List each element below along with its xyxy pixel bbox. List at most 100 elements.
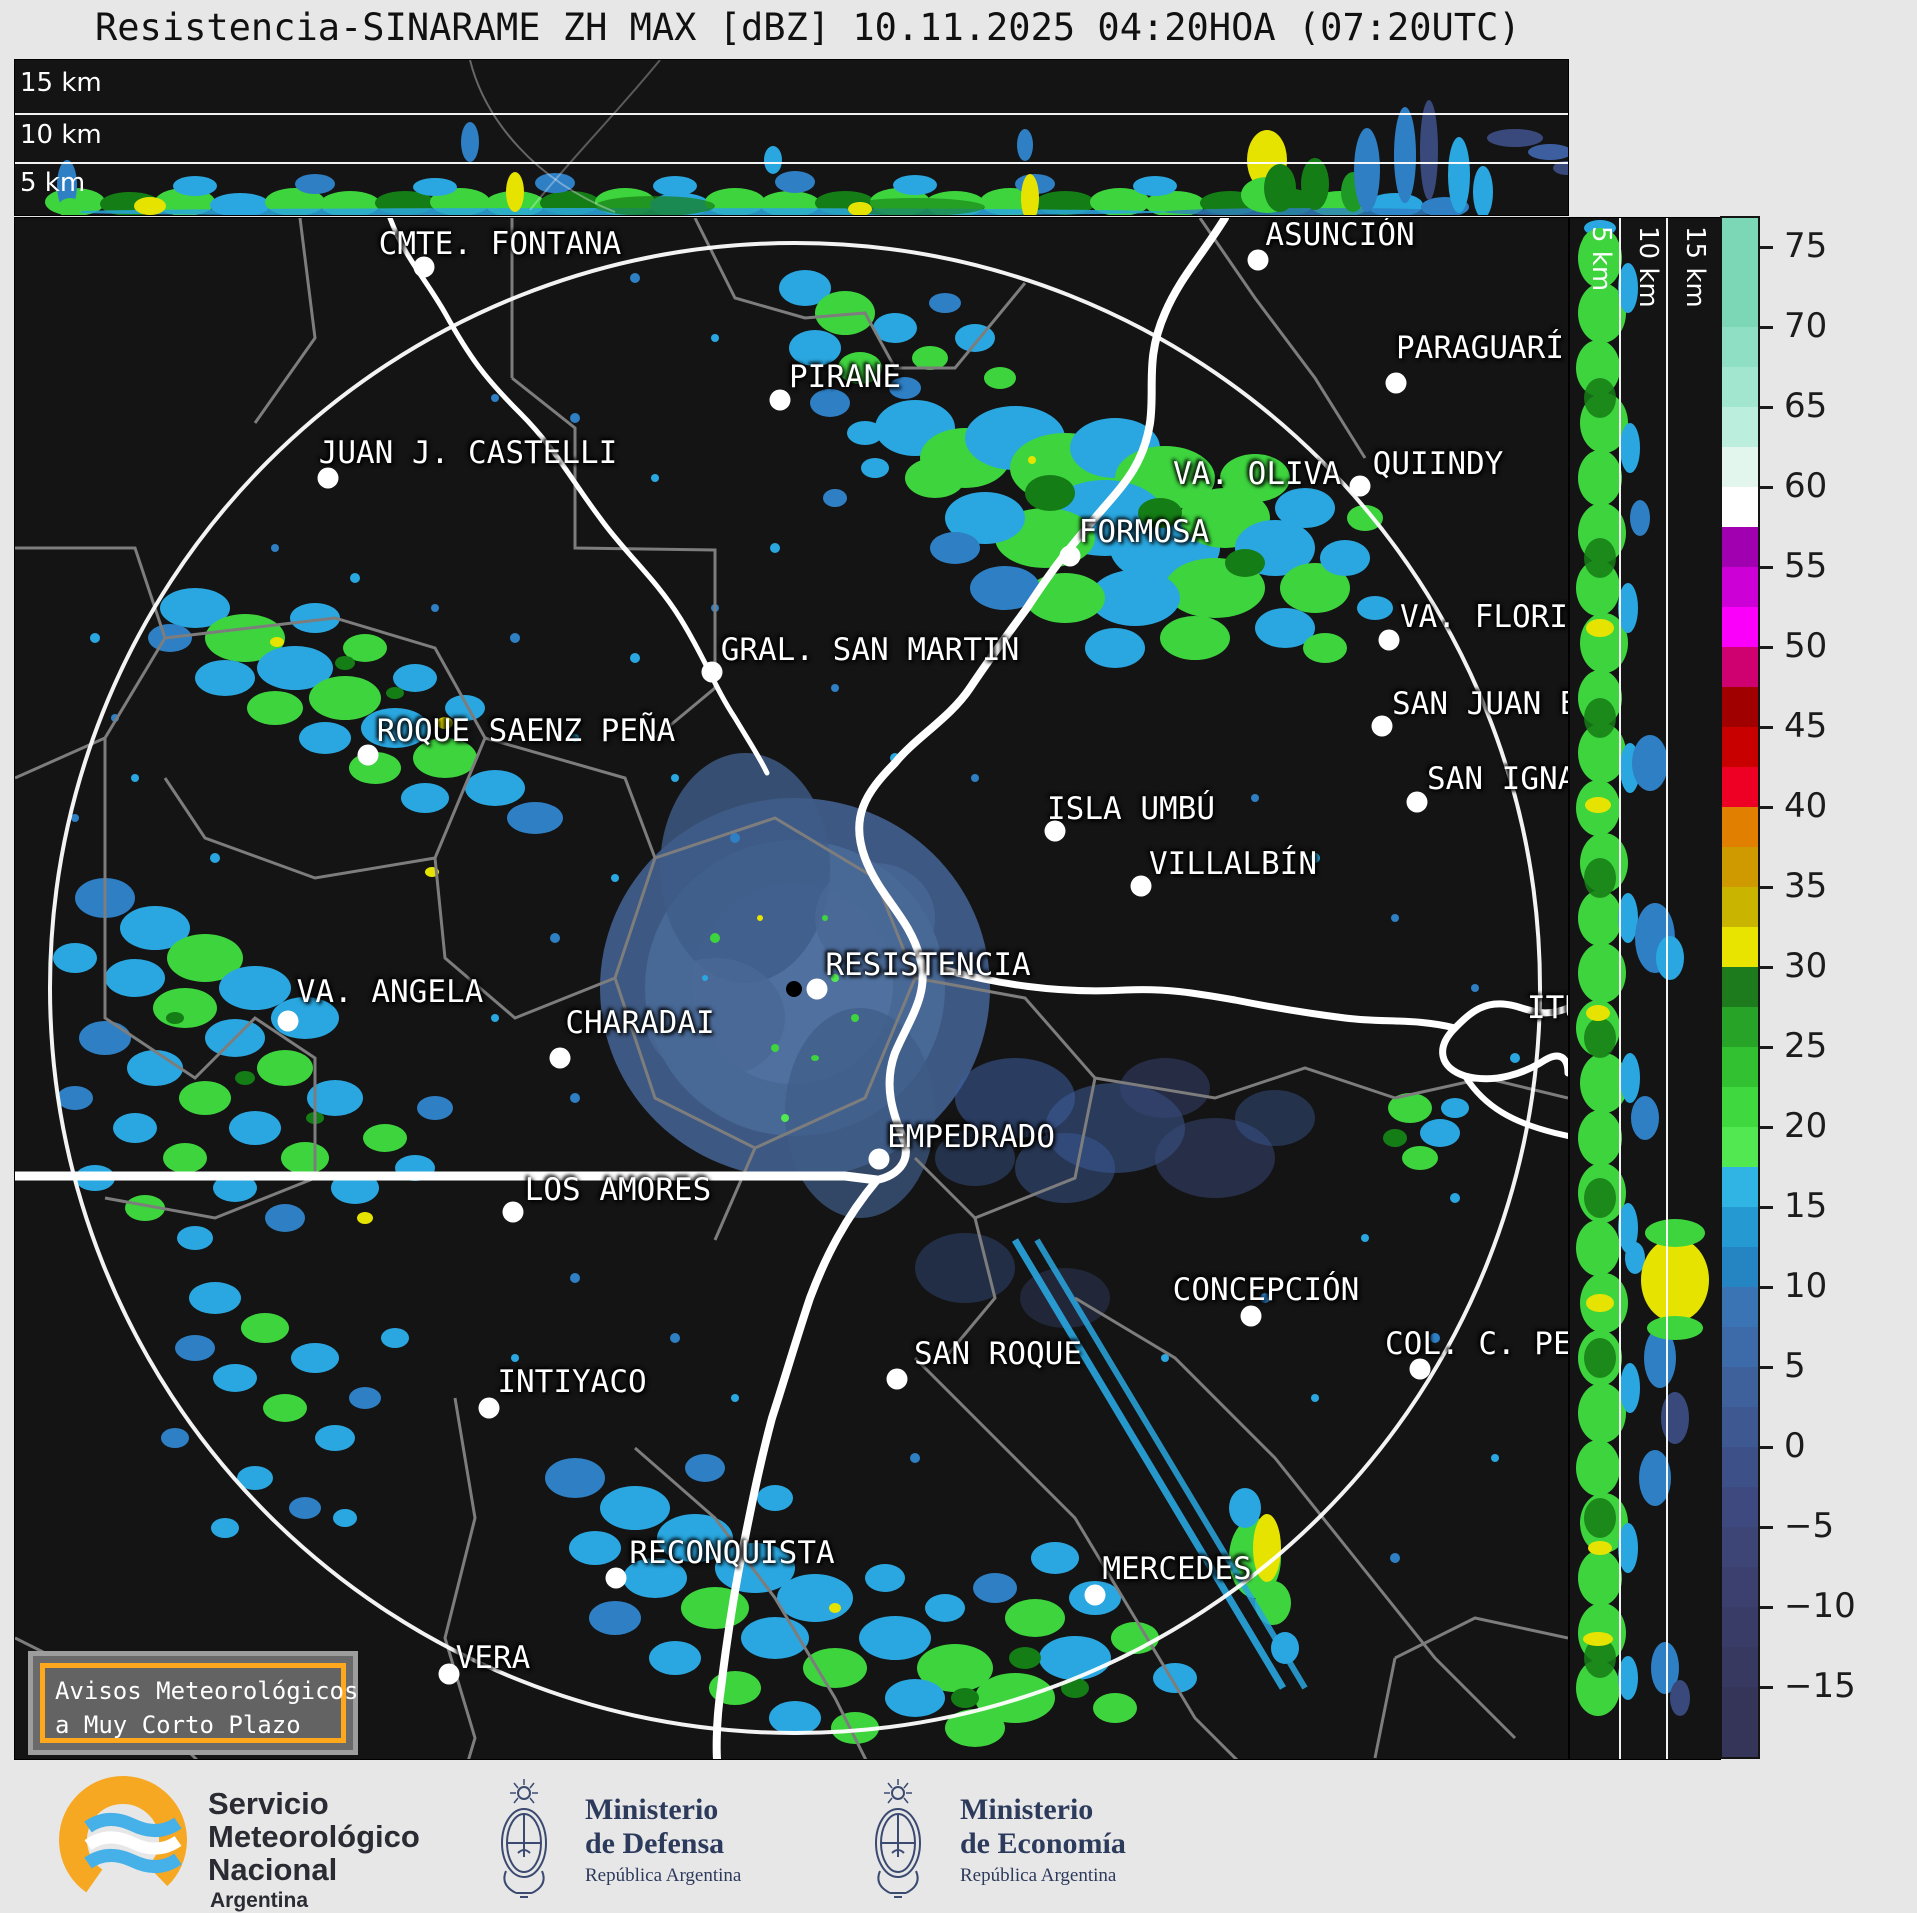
colorbar-tick-label: 70 [1784, 306, 1828, 346]
colorbar-segment [1722, 687, 1758, 727]
radar-echo [1553, 161, 1568, 175]
radar-echo [595, 196, 715, 215]
colorbar-segment [1722, 1647, 1758, 1687]
radar-echo [57, 1086, 93, 1110]
radar-echo [823, 489, 847, 507]
radar-range-ring [48, 241, 1542, 1735]
city-dot [357, 744, 379, 766]
radar-echo [1155, 1118, 1275, 1198]
colorbar-tick-mark [1760, 1686, 1773, 1689]
radar-echo [1586, 619, 1614, 637]
radar-echo [651, 474, 659, 482]
radar-echo [912, 346, 948, 370]
city-label: VERA [455, 1640, 531, 1677]
colorbar-tick-mark [1760, 1606, 1773, 1609]
radar-echo [134, 197, 166, 215]
radar-echo [1620, 1363, 1640, 1413]
radar-echo [1005, 1599, 1065, 1637]
radar-echo [764, 146, 782, 174]
radar-echo [1255, 608, 1315, 648]
colorbar-tick-label: 45 [1784, 706, 1828, 746]
radar-echo [630, 653, 640, 663]
radar-echo [571, 734, 579, 742]
radar-echo [1035, 191, 1095, 215]
colorbar-ticks: 75 70 65 60 55 50 45 40 35 30 25 20 15 10 5 0 −5 −10 −15 [1722, 218, 1917, 1757]
radar-echo [125, 1195, 165, 1221]
radar-echo [815, 863, 935, 973]
colorbar-tick-label: 35 [1784, 866, 1828, 906]
city-label: ROQUE SAENZ PEÑA [376, 713, 676, 750]
radar-echo [917, 1644, 993, 1692]
colorbar-tick-mark [1760, 966, 1773, 969]
radar-echo [1618, 893, 1638, 943]
smn-country: Argentina [210, 1889, 309, 1912]
radar-echo [363, 1124, 407, 1152]
radar-echo [1670, 1680, 1690, 1716]
radar-echo [1017, 129, 1033, 161]
colorbar-tick-label: 20 [1784, 1106, 1828, 1146]
radar-echo [873, 313, 917, 343]
colorbar-tick-label: 25 [1784, 1026, 1828, 1066]
height-line-10km-vert [1666, 218, 1668, 1759]
top-cross-section-echoes [45, 60, 1568, 215]
colorbar-segment [1722, 1167, 1758, 1207]
colorbar-tick-label: −15 [1784, 1666, 1856, 1706]
radar-echo [731, 1394, 739, 1402]
warning-box[interactable]: Avisos Meteorológicos a Muy Corto Plazo [28, 1651, 358, 1755]
radar-echo [265, 188, 325, 215]
colorbar-tick-label: 30 [1784, 946, 1828, 986]
city-label: VA. ANGELA [296, 974, 484, 1011]
radar-echo [271, 544, 279, 552]
radar-echo [79, 1021, 131, 1055]
radar-echo [211, 1518, 239, 1538]
radar-echo [1090, 570, 1180, 626]
radar-echo [702, 975, 708, 981]
radar-echo [413, 738, 477, 778]
colorbar-segment [1722, 1087, 1758, 1127]
footer-logos: Servicio Meteorológico Nacional Argentin… [0, 1763, 1917, 1912]
radar-echo [163, 1143, 207, 1173]
city-label: PIRANE [789, 359, 901, 396]
colorbar-segment [1722, 647, 1758, 687]
colorbar-segment [1722, 1687, 1758, 1727]
radar-echo [291, 1343, 339, 1373]
colorbar-segment [1722, 447, 1758, 487]
radar-echo [213, 1364, 257, 1392]
economia-wordmark: Ministerio de Economía República Argenti… [960, 1793, 1126, 1886]
radar-echo [1090, 188, 1150, 215]
radar-echo [71, 814, 79, 822]
city-label: JUAN J. CASTELLI [318, 435, 618, 472]
radar-echo [1145, 191, 1205, 215]
colorbar-segment [1722, 1607, 1758, 1647]
radar-echo [1585, 797, 1611, 813]
height-label-10km: 10 km [20, 120, 102, 150]
radar-echo [600, 1486, 670, 1530]
radar-echo [589, 1601, 641, 1635]
radar-echo [1229, 1488, 1261, 1528]
radar-echo [770, 543, 780, 553]
colorbar-segment [1722, 1407, 1758, 1447]
city-dot [1044, 820, 1066, 842]
colorbar-segment [1722, 367, 1758, 407]
radar-echo [491, 394, 499, 402]
radar-echo [431, 604, 439, 612]
colorbar-segment [1722, 1367, 1758, 1407]
radar-echo [1347, 505, 1383, 531]
radar-echo [349, 1387, 381, 1409]
colorbar-tick-mark [1760, 486, 1773, 489]
height-line-5km [15, 162, 1568, 164]
radar-echo [1584, 698, 1616, 738]
city-label: VA. FLORID [1400, 599, 1568, 636]
radar-echo [1584, 1638, 1616, 1678]
radar-echo [263, 1394, 307, 1422]
radar-echo [815, 291, 875, 335]
city-dot [502, 1201, 524, 1223]
colorbar-tick-label: 60 [1784, 466, 1828, 506]
radar-echo [1586, 1005, 1610, 1021]
radar-echo [847, 421, 883, 445]
interference-streak [1011, 1238, 1287, 1690]
radar-echo [417, 1096, 453, 1120]
radar-echo [1625, 1242, 1645, 1274]
colorbar-tick-mark [1760, 1046, 1773, 1049]
radar-echo [1448, 137, 1470, 213]
